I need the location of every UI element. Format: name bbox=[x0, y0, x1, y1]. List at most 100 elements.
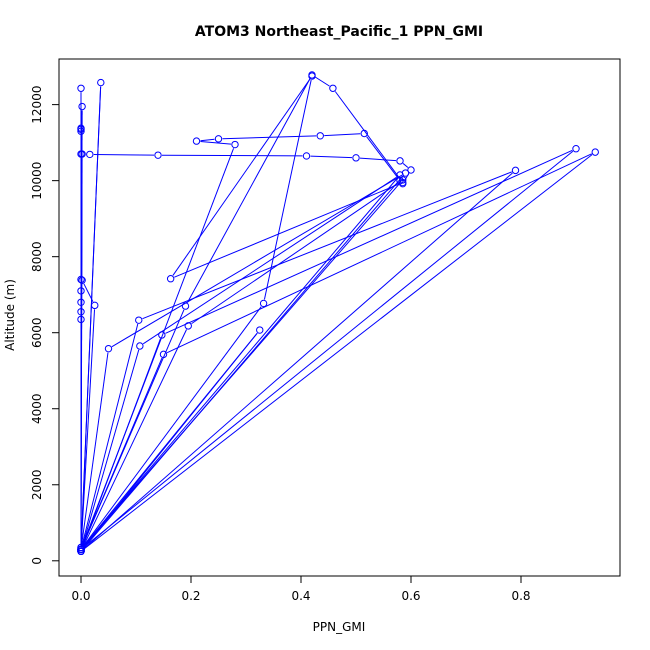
data-point bbox=[77, 545, 85, 554]
x-axis: 0.0 0.2 0.4 0.6 0.8 bbox=[71, 575, 531, 603]
series-line-segment bbox=[402, 163, 409, 168]
data-point bbox=[166, 275, 175, 283]
series-line-segment bbox=[82, 306, 262, 547]
data-point bbox=[399, 176, 407, 184]
data-point bbox=[181, 302, 190, 310]
data-point bbox=[135, 316, 143, 324]
y-tick-label: 2000 bbox=[30, 469, 44, 500]
data-point bbox=[231, 140, 239, 149]
data-point bbox=[184, 322, 192, 330]
series-line-segment bbox=[263, 79, 312, 300]
data-point bbox=[308, 72, 316, 80]
series-line-segment bbox=[83, 182, 401, 547]
series-line-segment bbox=[359, 157, 397, 162]
series-line-segment bbox=[83, 172, 513, 550]
series-line-segment bbox=[81, 323, 139, 546]
data-point bbox=[214, 135, 223, 143]
series-line-segment bbox=[83, 283, 94, 302]
series-line-segment bbox=[166, 153, 592, 354]
data-point bbox=[77, 287, 85, 295]
y-tick-label: 6000 bbox=[30, 317, 44, 348]
data-point bbox=[302, 152, 311, 160]
data-point bbox=[78, 276, 86, 284]
y-tick-label: 8000 bbox=[30, 241, 44, 272]
data-point bbox=[399, 178, 407, 187]
series-line-segment bbox=[111, 174, 403, 348]
series-line-segment bbox=[200, 138, 215, 142]
data-point bbox=[77, 547, 85, 555]
series-line-segment bbox=[81, 349, 140, 548]
chart-title: ATOM3 Northeast_Pacific_1 PPN_GMI bbox=[195, 24, 483, 40]
series-line-segment bbox=[334, 91, 401, 180]
data-point bbox=[158, 331, 166, 339]
series-line-segment bbox=[82, 329, 187, 548]
data-point bbox=[78, 102, 86, 111]
x-tick-label: 0.4 bbox=[291, 589, 310, 603]
data-point bbox=[159, 350, 168, 359]
series-line-segment bbox=[93, 153, 155, 156]
data-point bbox=[511, 166, 520, 175]
series-line-segment bbox=[82, 309, 185, 546]
series-line-segment bbox=[81, 338, 161, 548]
series-line-segment bbox=[83, 150, 574, 548]
data-point bbox=[77, 275, 85, 284]
series-line-segment bbox=[366, 136, 398, 178]
y-tick-label: 0 bbox=[30, 557, 44, 565]
data-point bbox=[77, 127, 85, 135]
data-point bbox=[77, 124, 85, 132]
data-point bbox=[591, 148, 599, 156]
x-tick-label: 0.2 bbox=[181, 589, 200, 603]
series-line-segment bbox=[315, 76, 330, 87]
data-point bbox=[104, 344, 113, 353]
series-line-segment bbox=[142, 171, 512, 320]
y-axis: 0 2000 4000 6000 8000 10000 12000 bbox=[30, 86, 60, 565]
series-line-segment bbox=[83, 154, 593, 550]
series-line-segment bbox=[83, 332, 258, 549]
series-line-segment bbox=[161, 154, 303, 157]
data-point bbox=[97, 78, 105, 87]
plot-points bbox=[77, 71, 599, 555]
data-point bbox=[77, 315, 85, 324]
series-line-segment bbox=[200, 140, 232, 145]
data-point bbox=[256, 326, 264, 334]
data-point bbox=[136, 342, 144, 350]
series-line-segment bbox=[165, 149, 573, 334]
data-point bbox=[352, 154, 360, 162]
y-axis-label: Altitude (m) bbox=[3, 279, 17, 351]
series-line-segment bbox=[142, 176, 397, 345]
series-line-segment bbox=[191, 181, 400, 325]
series-line-segment bbox=[83, 177, 398, 547]
series-line-segment bbox=[80, 86, 102, 546]
data-point bbox=[572, 145, 580, 153]
data-point bbox=[91, 301, 99, 310]
x-tick-label: 0.8 bbox=[511, 589, 530, 603]
y-tick-label: 4000 bbox=[30, 393, 44, 424]
series-line-segment bbox=[81, 352, 109, 546]
series-line-segment bbox=[324, 133, 361, 137]
data-point bbox=[316, 132, 324, 140]
data-point bbox=[396, 157, 404, 165]
x-tick-label: 0.6 bbox=[401, 589, 420, 603]
data-point bbox=[329, 84, 337, 92]
series-line-segment bbox=[174, 183, 400, 278]
x-axis-label: PPN_GMI bbox=[313, 620, 366, 634]
series-line-segment bbox=[80, 309, 96, 546]
plot-lines bbox=[80, 76, 593, 550]
x-tick-label: 0.0 bbox=[71, 589, 90, 603]
data-point bbox=[77, 150, 85, 158]
data-point bbox=[77, 308, 85, 316]
series-line-segment bbox=[186, 78, 311, 303]
y-tick-label: 10000 bbox=[30, 162, 44, 200]
data-point bbox=[86, 150, 94, 159]
series-line-segment bbox=[310, 155, 353, 159]
data-point bbox=[77, 298, 85, 306]
series-line-segment bbox=[83, 175, 404, 549]
data-point bbox=[77, 543, 85, 552]
data-point bbox=[259, 299, 268, 308]
data-point bbox=[360, 129, 368, 138]
y-tick-label: 12000 bbox=[30, 86, 44, 124]
data-point bbox=[192, 137, 201, 145]
data-point bbox=[77, 84, 85, 92]
